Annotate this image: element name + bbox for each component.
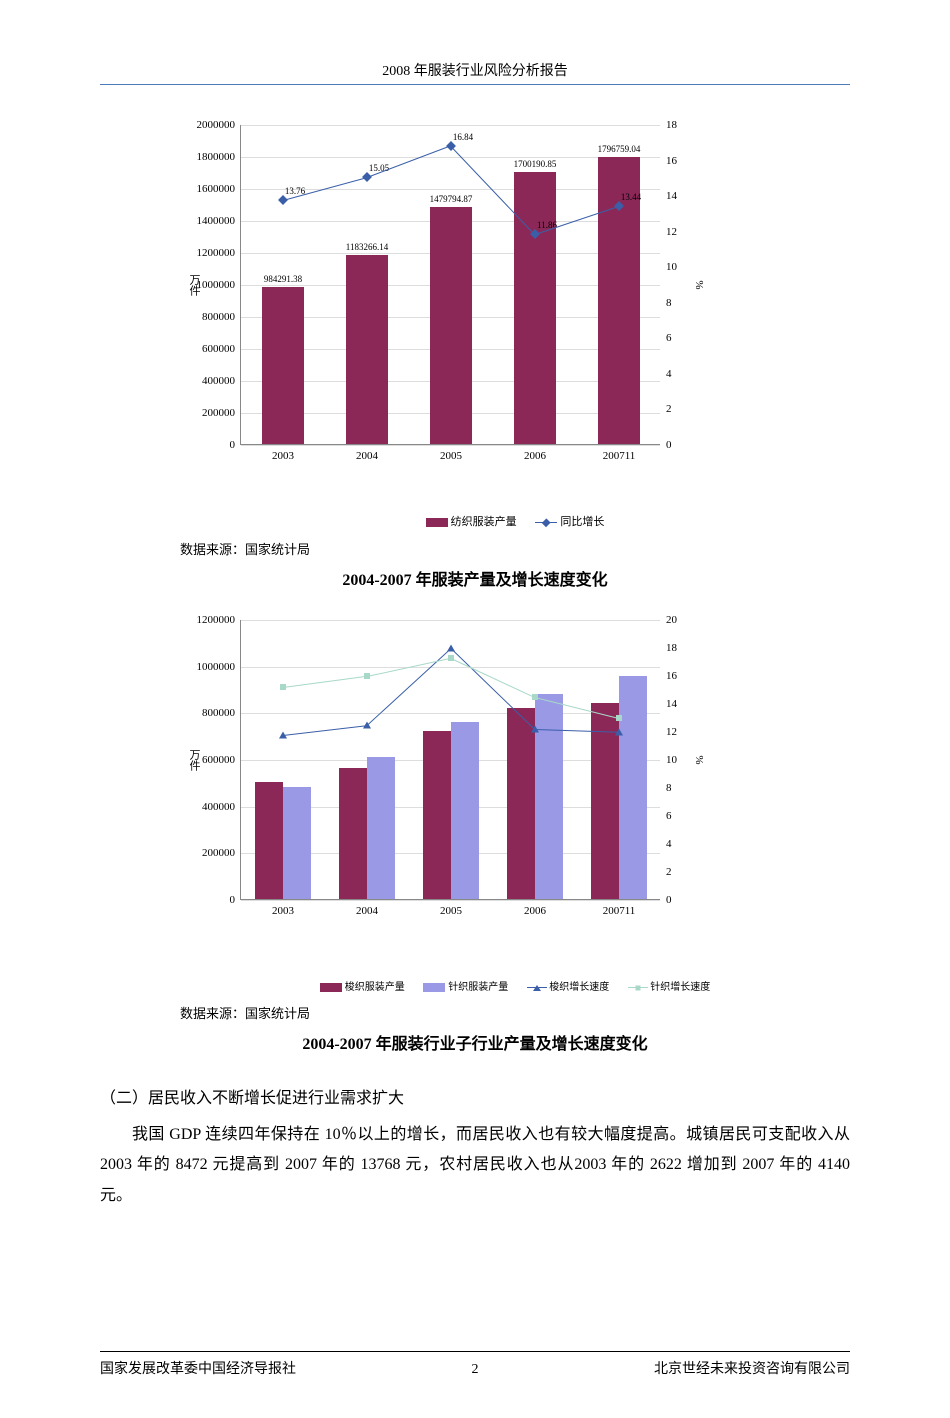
chart1-plot: 万件 % 02000004000006000008000001000000120… <box>240 125 660 445</box>
section-body: 我国 GDP 连续四年保持在 10％以上的增长，而居民收入也有较大幅度提高。城镇… <box>100 1120 850 1211</box>
chart2-plot: 万件 % 02000004000006000008000001000000120… <box>240 620 660 900</box>
page-header-title: 2008 年服装行业风险分析报告 <box>100 60 850 80</box>
chart2-container: 万件 % 02000004000006000008000001000000120… <box>180 620 850 993</box>
chart1-legend-bar: 纺织服装产量 <box>451 516 517 528</box>
chart2-ylabel-left: 万件 <box>186 749 202 771</box>
chart1-legend-line: 同比增长 <box>560 516 604 528</box>
chart1-container: 万件 % 02000004000006000008000001000000120… <box>180 125 850 529</box>
chart2-source: 数据来源：国家统计局 <box>180 1003 850 1022</box>
footer-left: 国家发展改革委中国经济导报社 <box>100 1358 296 1378</box>
chart1-ylabel-right: % <box>693 280 705 289</box>
chart2-ylabel-right: % <box>693 755 705 764</box>
chart1-legend: 纺织服装产量 同比增长 <box>180 513 850 529</box>
chart1-source: 数据来源：国家统计局 <box>180 539 850 558</box>
section-heading: （二）居民收入不断增长促进行业需求扩大 <box>100 1084 850 1108</box>
chart2-legend-bar-a: 梭织服装产量 <box>345 982 405 993</box>
chart1-title: 2004-2007 年服装产量及增长速度变化 <box>100 566 850 590</box>
chart2-legend: 梭织服装产量 针织服装产量 梭织增长速度 针织增长速度 <box>180 978 850 993</box>
chart2-legend-bar-b: 针织服装产量 <box>448 982 508 993</box>
chart2-legend-line-b: 针织增长速度 <box>650 982 710 993</box>
page-footer: 国家发展改革委中国经济导报社 北京世经未来投资咨询有限公司 2 <box>100 1351 850 1378</box>
chart2-legend-line-a: 梭织增长速度 <box>549 982 609 993</box>
chart2-title: 2004-2007 年服装行业子行业产量及增长速度变化 <box>100 1030 850 1054</box>
footer-right: 北京世经未来投资咨询有限公司 <box>654 1358 850 1378</box>
footer-page: 2 <box>472 1362 479 1378</box>
header-rule <box>100 84 850 85</box>
